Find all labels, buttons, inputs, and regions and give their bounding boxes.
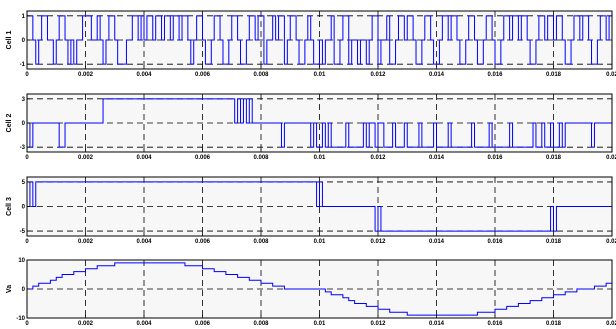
series-line-1 — [27, 15, 612, 65]
x-tick-label: 0.014 — [429, 72, 445, 78]
subplot-4: 0 0.002 0.004 0.006 0.008 0.01 0.012 0.014 0.016… — [6, 258, 616, 327]
x-tick-label: 0.008 — [253, 321, 269, 327]
x-tick-label: 0 — [25, 321, 29, 327]
subplot-1: 0 0.002 0.004 0.006 0.008 0.01 0.012 0.014 0.016… — [6, 10, 616, 78]
series-line-1 — [27, 98, 612, 148]
x-tick-label: 0.008 — [253, 239, 269, 245]
x-tick-label: 0.002 — [78, 239, 94, 245]
y-axis-label: Cell 1 — [6, 31, 13, 50]
x-tick-label: 0.012 — [370, 155, 386, 161]
y-tick-label: 0 — [22, 205, 26, 211]
x-tick-label: 0.004 — [136, 155, 152, 161]
x-tick-label: 0.014 — [429, 155, 445, 161]
x-tick-label: 0.014 — [429, 321, 445, 327]
y-tick-label: -1 — [20, 62, 26, 68]
y-axis-label: Va — [6, 285, 13, 293]
x-tick-label: 0.006 — [195, 321, 211, 327]
x-tick-label: 0.004 — [136, 72, 152, 78]
y-tick-label: 0 — [22, 38, 26, 44]
x-tick-label: 0.02 — [606, 155, 616, 161]
x-tick-label: 0.006 — [195, 72, 211, 78]
y-axis-label: Cell 3 — [6, 197, 13, 216]
x-tick-label: 0.016 — [487, 321, 503, 327]
y-tick-label: 3 — [22, 97, 26, 103]
x-tick-label: 0.018 — [546, 321, 562, 327]
x-tick-label: 0.016 — [487, 155, 503, 161]
x-tick-label: 0.006 — [195, 155, 211, 161]
x-tick-label: 0.012 — [370, 239, 386, 245]
x-tick-label: 0.018 — [546, 239, 562, 245]
x-tick-label: 0.012 — [370, 321, 386, 327]
x-tick-label: 0.002 — [78, 72, 94, 78]
x-tick-label: 0.016 — [487, 239, 503, 245]
x-tick-label: 0.004 — [136, 239, 152, 245]
x-tick-label: 0.01 — [314, 72, 326, 78]
x-tick-label: 0.02 — [606, 72, 616, 78]
x-tick-label: 0.01 — [314, 155, 326, 161]
x-tick-label: 0.004 — [136, 321, 152, 327]
y-tick-label: 1 — [22, 14, 26, 20]
x-tick-label: 0.018 — [546, 72, 562, 78]
x-tick-label: 0.01 — [314, 239, 326, 245]
x-tick-label: 0.02 — [606, 239, 616, 245]
x-tick-label: 0.002 — [78, 155, 94, 161]
y-tick-label: -3 — [20, 145, 26, 151]
x-tick-label: 0.01 — [314, 321, 326, 327]
y-tick-label: -5 — [20, 229, 26, 235]
y-tick-label: 5 — [22, 180, 26, 186]
y-axis-label: Cell 2 — [6, 114, 13, 133]
x-tick-label: 0.016 — [487, 72, 503, 78]
y-tick-label: -10 — [16, 316, 25, 322]
x-tick-label: 0.008 — [253, 72, 269, 78]
y-tick-label: 10 — [18, 258, 25, 264]
x-tick-label: 0.014 — [429, 239, 445, 245]
x-tick-label: 0.018 — [546, 155, 562, 161]
subplot-2: 0 0.002 0.004 0.006 0.008 0.01 0.012 0.014 0.016… — [6, 93, 616, 161]
x-tick-label: 0 — [25, 239, 29, 245]
x-tick-label: 0 — [25, 155, 29, 161]
x-tick-label: 0.002 — [78, 321, 94, 327]
y-tick-label: 0 — [22, 287, 26, 293]
x-tick-label: 0 — [25, 72, 29, 78]
x-tick-label: 0.006 — [195, 239, 211, 245]
series-line-1 — [27, 181, 612, 232]
x-tick-label: 0.012 — [370, 72, 386, 78]
x-tick-label: 0.008 — [253, 155, 269, 161]
x-tick-label: 0.02 — [606, 321, 616, 327]
series-line-1 — [27, 262, 612, 316]
subplot-3: 0 0.002 0.004 0.006 0.008 0.01 0.012 0.014 0.016… — [6, 176, 616, 245]
y-tick-label: 0 — [22, 121, 26, 127]
